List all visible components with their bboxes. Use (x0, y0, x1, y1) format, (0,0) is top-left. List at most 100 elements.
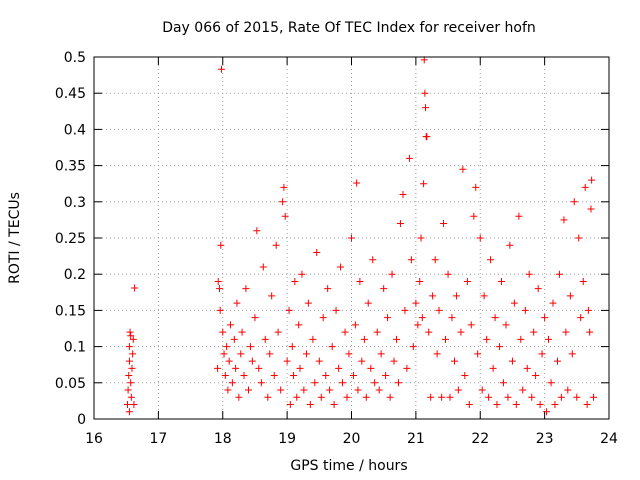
data-point-marker (382, 372, 390, 380)
data-point-marker (270, 372, 278, 380)
data-point-marker (130, 401, 138, 409)
y-tick-label: 0 (77, 412, 86, 428)
y-tick-label: 0.2 (64, 267, 86, 283)
data-point-marker (338, 379, 346, 387)
data-point-marker (232, 364, 240, 372)
data-point-marker (504, 393, 512, 401)
data-point-marker (423, 133, 431, 141)
data-point-marker (512, 401, 520, 409)
data-point-marker (557, 393, 565, 401)
data-point-marker (474, 350, 482, 358)
data-point-marker (353, 179, 361, 187)
data-point-marker (240, 372, 248, 380)
x-axis-ticks: 16 17 18 19 20 21 22 23 24 (85, 57, 618, 447)
data-point-marker (433, 350, 441, 358)
data-point-marker (124, 386, 132, 394)
data-point-marker (538, 350, 546, 358)
data-point-marker (440, 220, 448, 228)
data-point-marker (491, 314, 499, 322)
data-point-marker (129, 335, 137, 343)
data-point-marker (129, 350, 137, 358)
data-point-marker (317, 393, 325, 401)
data-point-marker (257, 379, 265, 387)
data-point-marker (375, 386, 383, 394)
data-point-marker (285, 306, 293, 314)
data-point-marker (296, 364, 304, 372)
data-point-marker (264, 393, 272, 401)
data-point-marker (532, 372, 540, 380)
data-point-marker (290, 372, 298, 380)
data-point-marker (515, 212, 523, 220)
data-point-marker (554, 357, 561, 365)
data-point-marker (399, 191, 407, 199)
data-point-marker (364, 299, 372, 307)
data-point-marker (266, 350, 274, 358)
data-point-marker (362, 393, 370, 401)
data-point-marker (386, 393, 394, 401)
data-point-marker (300, 386, 308, 394)
data-point-marker (125, 343, 133, 351)
data-point-marker (451, 357, 458, 365)
data-point-marker (446, 393, 454, 401)
data-point-marker (351, 321, 359, 329)
data-point-marker (417, 234, 425, 242)
data-point-marker (418, 314, 426, 322)
data-point-marker (127, 393, 135, 401)
data-point-marker (394, 379, 402, 387)
data-point-marker (360, 335, 368, 343)
data-point-marker (523, 364, 531, 372)
data-points (123, 56, 598, 416)
data-point-marker (581, 183, 589, 191)
data-point-marker (499, 379, 507, 387)
data-point-marker (214, 364, 222, 372)
data-point-marker (281, 212, 289, 220)
data-point-marker (506, 241, 514, 249)
data-point-marker (416, 277, 424, 285)
data-point-marker (401, 306, 409, 314)
data-point-marker (358, 357, 366, 365)
data-point-marker (407, 256, 415, 264)
data-point-marker (431, 256, 439, 264)
y-axis-ticks: 0 0.05 0.1 0.15 0.2 0.25 0.3 0.35 0.4 0.45 0.5 (55, 50, 609, 428)
data-point-marker (371, 379, 379, 387)
data-point-marker (534, 285, 542, 293)
data-point-marker (470, 212, 478, 220)
data-point-marker (356, 277, 364, 285)
data-point-marker (373, 328, 381, 336)
x-tick-label: 17 (149, 431, 167, 447)
data-point-marker (427, 393, 435, 401)
x-tick-label: 21 (407, 431, 425, 447)
y-tick-label: 0.45 (55, 86, 86, 102)
data-point-marker (421, 89, 429, 97)
y-tick-label: 0.1 (64, 340, 86, 356)
data-point-marker (412, 299, 420, 307)
data-point-marker (590, 393, 598, 401)
x-tick-label: 20 (343, 431, 361, 447)
data-point-marker (216, 285, 224, 293)
data-point-marker (313, 248, 321, 256)
data-point-marker (125, 408, 133, 416)
data-point-marker (217, 65, 225, 73)
data-point-marker (298, 270, 306, 278)
data-point-marker (228, 379, 236, 387)
data-point-marker (496, 343, 504, 351)
data-point-marker (403, 364, 411, 372)
data-point-marker (568, 350, 576, 358)
data-point-marker (295, 321, 303, 329)
data-point-marker (259, 263, 267, 271)
data-point-marker (521, 306, 529, 314)
y-tick-label: 0.35 (55, 159, 86, 175)
data-point-marker (405, 154, 413, 162)
data-point-marker (233, 299, 241, 307)
data-point-marker (127, 379, 135, 387)
data-point-marker (541, 314, 549, 322)
data-point-marker (480, 292, 488, 300)
x-tick-label: 24 (600, 431, 618, 447)
data-point-marker (221, 372, 229, 380)
data-point-marker (435, 306, 443, 314)
data-point-marker (577, 314, 585, 322)
data-point-marker (454, 386, 462, 394)
data-point-marker (328, 343, 336, 351)
data-point-marker (245, 386, 252, 394)
